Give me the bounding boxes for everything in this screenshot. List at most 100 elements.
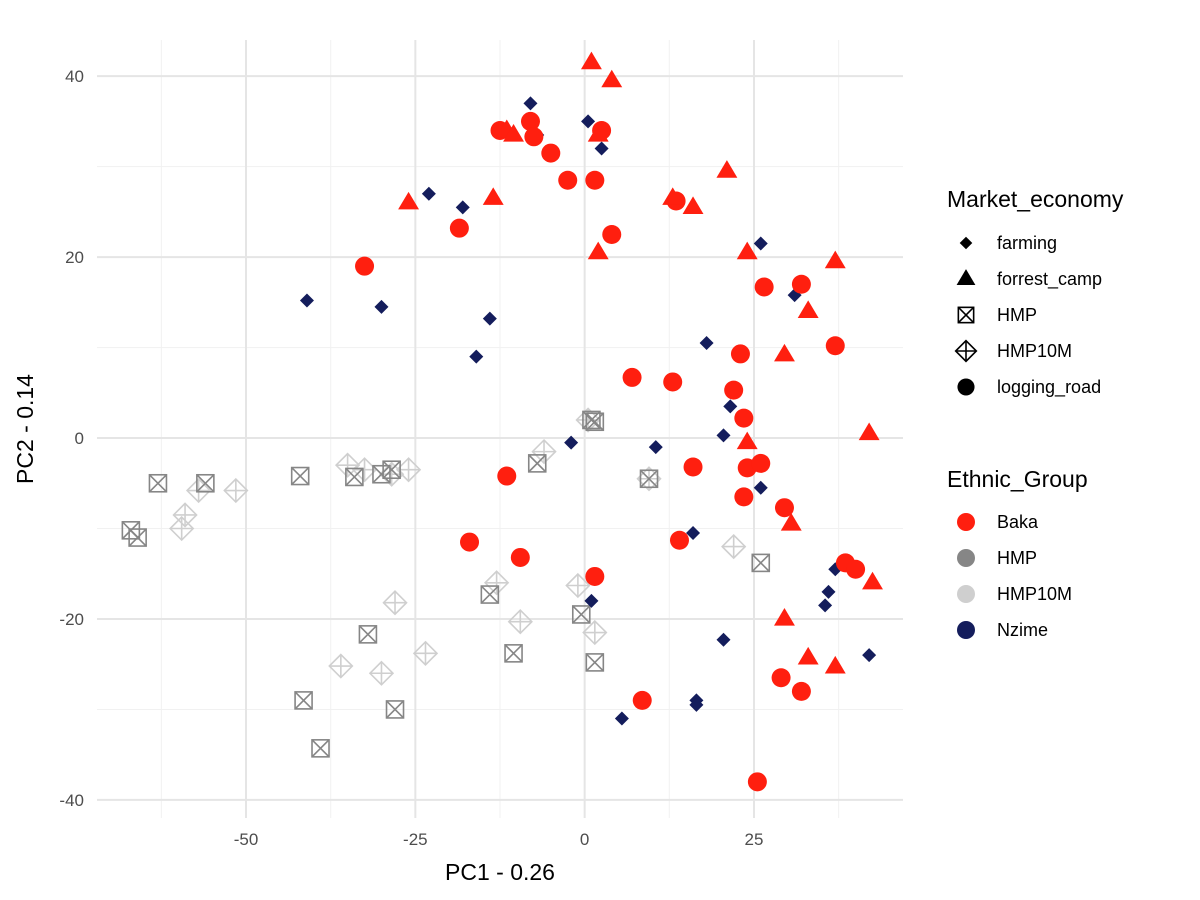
point-hmp10m: [412, 640, 439, 666]
point-forrest-camp: [824, 655, 846, 674]
point-hmp: [480, 585, 500, 604]
point-hmp: [294, 691, 313, 710]
point-forrest-camp: [587, 241, 609, 260]
legend-label: HMP: [997, 548, 1037, 568]
point-logging-road: [632, 690, 652, 710]
point-forrest-camp: [580, 51, 602, 70]
point-forrest-camp: [858, 422, 880, 441]
point-logging-road: [541, 143, 561, 163]
y-tick-label: -20: [59, 610, 84, 629]
point-logging-road: [524, 127, 544, 147]
y-tick-label: 0: [75, 429, 84, 448]
legend-label: Nzime: [997, 620, 1048, 640]
legend-title-ethnic-group: Ethnic_Group: [947, 466, 1088, 492]
point-logging-road: [751, 453, 771, 473]
legend-label: HMP10M: [997, 341, 1072, 361]
point-logging-road: [754, 277, 774, 297]
point-farming: [614, 711, 629, 726]
legend-shape-logging-road: [957, 378, 975, 396]
point-farming: [581, 114, 596, 129]
point-forrest-camp: [780, 512, 802, 531]
point-forrest-camp: [716, 160, 738, 178]
point-forrest-camp: [587, 123, 609, 142]
point-logging-road: [724, 380, 744, 400]
point-farming: [564, 435, 579, 450]
point-hmp10m: [328, 653, 354, 679]
point-farming: [689, 697, 704, 712]
point-farming: [716, 632, 731, 647]
y-tick-label: -40: [59, 791, 84, 810]
point-logging-road: [510, 547, 530, 567]
x-tick-label: -25: [403, 830, 428, 849]
legend-swatch-baka: [957, 513, 975, 531]
point-logging-road: [585, 566, 605, 586]
point-forrest-camp: [662, 187, 684, 205]
point-logging-road: [825, 336, 845, 356]
point-forrest-camp: [482, 187, 504, 205]
point-farming: [523, 96, 538, 111]
point-hmp: [372, 464, 391, 484]
x-axis-title: PC1 - 0.26: [445, 859, 555, 885]
point-hmp: [585, 412, 605, 432]
point-hmp: [385, 700, 405, 719]
point-logging-road: [774, 498, 794, 518]
point-logging-road: [846, 559, 866, 579]
point-forrest-camp: [774, 343, 795, 362]
point-hmp10m: [223, 477, 249, 504]
legend-label: logging_road: [997, 377, 1101, 398]
y-tick-label: 20: [65, 248, 84, 267]
point-hmp10m: [582, 619, 608, 646]
point-hmp10m: [507, 609, 533, 635]
point-hmp10m: [565, 572, 591, 599]
point-farming: [862, 648, 877, 663]
legend-shape-forrest-camp: [956, 269, 976, 285]
point-forrest-camp: [398, 191, 420, 210]
legend-shape-hmp10m: [954, 339, 978, 363]
point-hmp10m: [483, 570, 510, 596]
point-farming: [648, 440, 663, 455]
y-tick-label: 40: [65, 67, 84, 86]
legend-label: HMP10M: [997, 584, 1072, 604]
point-hmp: [571, 605, 591, 624]
point-hmp: [311, 739, 330, 758]
legend-swatch-nzime: [957, 621, 975, 639]
point-hmp10m: [531, 438, 557, 465]
point-farming: [374, 299, 389, 314]
point-logging-road: [558, 170, 578, 190]
point-farming: [455, 200, 470, 215]
legend-swatch-hmp: [957, 549, 975, 567]
point-forrest-camp: [736, 431, 758, 450]
point-logging-road: [585, 170, 605, 190]
point-forrest-camp: [503, 123, 524, 142]
point-hmp: [382, 460, 401, 480]
axis-ticks: -50 -25 0 25 -40 -20 0 20 40: [59, 67, 763, 849]
point-farming: [753, 236, 768, 251]
point-logging-road: [734, 408, 754, 428]
point-farming: [716, 428, 731, 443]
point-logging-road: [497, 466, 517, 486]
point-farming: [753, 480, 768, 495]
point-hmp: [290, 466, 310, 486]
legend-label: forrest_camp: [997, 269, 1102, 290]
ethnic-group-legend: Ethnic_Group Baka HMP HMP10M Nzime: [947, 466, 1088, 640]
point-hmp10m: [382, 590, 408, 616]
point-logging-road: [747, 772, 767, 792]
point-hmp10m: [378, 461, 405, 487]
point-hmp: [148, 473, 168, 493]
market-economy-legend: Market_economy farming forrest_camp HMP HMP…: [947, 186, 1124, 398]
point-forrest-camp: [682, 196, 704, 214]
point-logging-road: [669, 530, 689, 550]
point-forrest-camp: [736, 241, 758, 260]
point-hmp: [527, 454, 547, 473]
point-logging-road: [734, 487, 754, 507]
point-hmp: [585, 653, 605, 672]
point-hmp: [751, 553, 771, 573]
point-hmp: [504, 644, 523, 663]
legend-label: HMP: [997, 305, 1037, 325]
point-hmp10m: [169, 515, 195, 542]
point-hmp: [196, 473, 215, 493]
point-logging-road: [622, 367, 642, 387]
data-points: [121, 51, 883, 792]
point-farming: [594, 141, 609, 156]
